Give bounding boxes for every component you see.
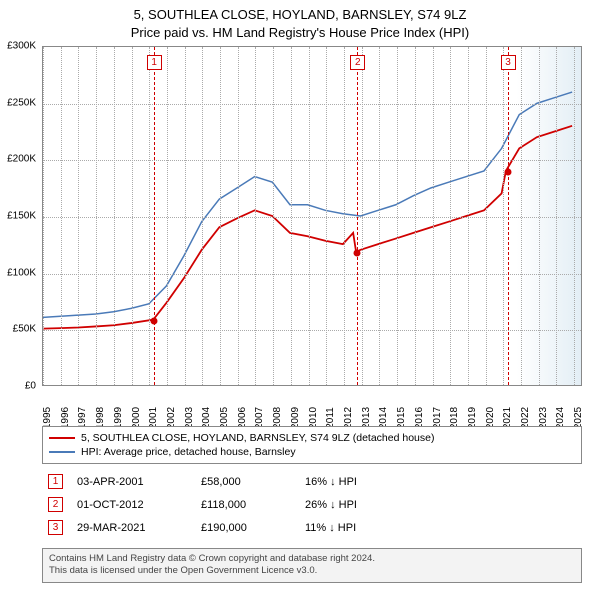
gridline-vertical <box>255 47 256 385</box>
chart-title-line2: Price paid vs. HM Land Registry's House … <box>0 24 600 42</box>
footer-attribution: Contains HM Land Registry data © Crown c… <box>42 548 582 583</box>
footer-line2: This data is licensed under the Open Gov… <box>49 565 575 577</box>
gridline-vertical <box>362 47 363 385</box>
sale-row: 3 29-MAR-2021 £190,000 11% ↓ HPI <box>42 516 582 539</box>
gridline-vertical <box>397 47 398 385</box>
gridline-vertical <box>132 47 133 385</box>
gridline-horizontal <box>43 330 581 331</box>
gridline-vertical <box>202 47 203 385</box>
gridline-vertical <box>486 47 487 385</box>
chart-svg <box>43 47 581 385</box>
gridline-vertical <box>521 47 522 385</box>
legend-label: HPI: Average price, detached house, Barn… <box>81 446 296 458</box>
legend-swatch <box>49 437 75 439</box>
sale-price: £118,000 <box>201 499 291 511</box>
sale-diff-vs-hpi: 16% ↓ HPI <box>305 476 582 488</box>
gridline-vertical <box>43 47 44 385</box>
gridline-vertical <box>291 47 292 385</box>
gridline-vertical <box>326 47 327 385</box>
chart-plot-area: 1 2 3 <box>42 46 582 386</box>
y-tick-label: £150K <box>7 211 36 222</box>
footer-line1: Contains HM Land Registry data © Crown c… <box>49 553 575 565</box>
sale-marker-box: 2 <box>48 497 63 512</box>
gridline-vertical <box>468 47 469 385</box>
x-axis: 1995199619971998199920002001200220032004… <box>42 390 582 420</box>
marker-dot-2 <box>354 250 361 257</box>
legend-swatch <box>49 451 75 453</box>
gridline-horizontal <box>43 160 581 161</box>
sales-table: 1 03-APR-2001 £58,000 16% ↓ HPI 2 01-OCT-2012… <box>42 470 582 539</box>
y-tick-label: £200K <box>7 154 36 165</box>
y-tick-label: £50K <box>13 324 36 335</box>
sale-price: £58,000 <box>201 476 291 488</box>
gridline-vertical <box>78 47 79 385</box>
page-container: 5, SOUTHLEA CLOSE, HOYLAND, BARNSLEY, S7… <box>0 0 600 590</box>
marker-dot-1 <box>150 318 157 325</box>
y-tick-label: £300K <box>7 41 36 52</box>
gridline-vertical <box>167 47 168 385</box>
series-line-hpi <box>43 92 572 317</box>
gridline-vertical <box>61 47 62 385</box>
legend-row: 5, SOUTHLEA CLOSE, HOYLAND, BARNSLEY, S7… <box>49 431 575 445</box>
sale-row: 1 03-APR-2001 £58,000 16% ↓ HPI <box>42 470 582 493</box>
marker-box-1: 1 <box>147 55 162 70</box>
sale-diff-vs-hpi: 11% ↓ HPI <box>305 522 582 534</box>
marker-line-1 <box>154 47 155 385</box>
y-tick-label: £250K <box>7 97 36 108</box>
legend-label: 5, SOUTHLEA CLOSE, HOYLAND, BARNSLEY, S7… <box>81 432 434 444</box>
gridline-vertical <box>149 47 150 385</box>
y-tick-label: £100K <box>7 267 36 278</box>
gridline-vertical <box>433 47 434 385</box>
sale-row: 2 01-OCT-2012 £118,000 26% ↓ HPI <box>42 493 582 516</box>
marker-box-3: 3 <box>501 55 516 70</box>
gridline-vertical <box>539 47 540 385</box>
gridline-vertical <box>415 47 416 385</box>
gridline-horizontal <box>43 217 581 218</box>
gridline-vertical <box>185 47 186 385</box>
gridline-vertical <box>503 47 504 385</box>
sale-marker-box: 3 <box>48 520 63 535</box>
marker-line-3 <box>508 47 509 385</box>
legend-row: HPI: Average price, detached house, Barn… <box>49 445 575 459</box>
sale-date: 01-OCT-2012 <box>77 499 187 511</box>
marker-line-2 <box>357 47 358 385</box>
marker-box-2: 2 <box>350 55 365 70</box>
y-tick-label: £0 <box>25 381 36 392</box>
gridline-vertical <box>574 47 575 385</box>
marker-dot-3 <box>504 168 511 175</box>
gridline-vertical <box>556 47 557 385</box>
y-axis: £0£50K£100K£150K£200K£250K£300K <box>0 46 40 386</box>
gridline-horizontal <box>43 104 581 105</box>
chart-legend: 5, SOUTHLEA CLOSE, HOYLAND, BARNSLEY, S7… <box>42 426 582 464</box>
gridline-vertical <box>238 47 239 385</box>
sale-diff-vs-hpi: 26% ↓ HPI <box>305 499 582 511</box>
series-line-property <box>43 126 572 329</box>
gridline-vertical <box>309 47 310 385</box>
gridline-vertical <box>220 47 221 385</box>
chart-title-line1: 5, SOUTHLEA CLOSE, HOYLAND, BARNSLEY, S7… <box>0 6 600 24</box>
gridline-vertical <box>273 47 274 385</box>
gridline-vertical <box>450 47 451 385</box>
gridline-vertical <box>379 47 380 385</box>
gridline-vertical <box>96 47 97 385</box>
sale-price: £190,000 <box>201 522 291 534</box>
gridline-horizontal <box>43 274 581 275</box>
chart-title-block: 5, SOUTHLEA CLOSE, HOYLAND, BARNSLEY, S7… <box>0 0 600 45</box>
gridline-vertical <box>344 47 345 385</box>
gridline-vertical <box>114 47 115 385</box>
sale-marker-box: 1 <box>48 474 63 489</box>
sale-date: 29-MAR-2021 <box>77 522 187 534</box>
sale-date: 03-APR-2001 <box>77 476 187 488</box>
